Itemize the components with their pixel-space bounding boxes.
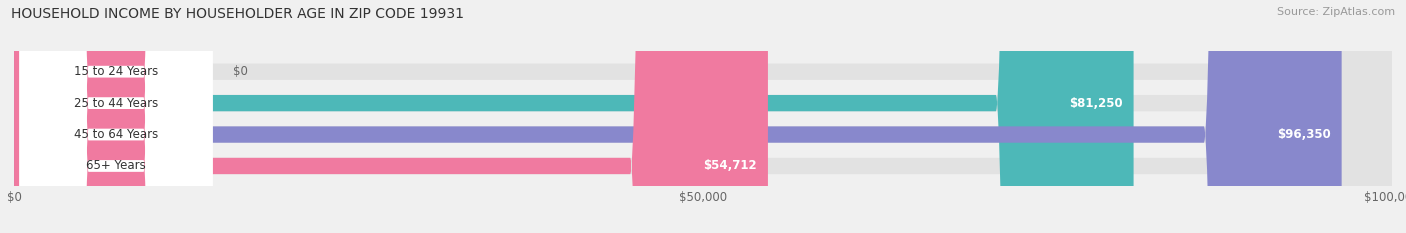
Text: $0: $0 <box>233 65 247 78</box>
Text: $81,250: $81,250 <box>1069 97 1122 110</box>
FancyBboxPatch shape <box>20 0 212 233</box>
FancyBboxPatch shape <box>20 0 212 233</box>
FancyBboxPatch shape <box>20 0 212 233</box>
Text: 15 to 24 Years: 15 to 24 Years <box>75 65 157 78</box>
FancyBboxPatch shape <box>14 0 768 233</box>
Text: Source: ZipAtlas.com: Source: ZipAtlas.com <box>1277 7 1395 17</box>
FancyBboxPatch shape <box>20 0 212 233</box>
FancyBboxPatch shape <box>14 0 1392 233</box>
FancyBboxPatch shape <box>14 0 1392 233</box>
FancyBboxPatch shape <box>14 0 1133 233</box>
FancyBboxPatch shape <box>14 0 1392 233</box>
FancyBboxPatch shape <box>14 0 1341 233</box>
FancyBboxPatch shape <box>14 0 1392 233</box>
Text: $54,712: $54,712 <box>703 159 756 172</box>
Text: HOUSEHOLD INCOME BY HOUSEHOLDER AGE IN ZIP CODE 19931: HOUSEHOLD INCOME BY HOUSEHOLDER AGE IN Z… <box>11 7 464 21</box>
Text: $96,350: $96,350 <box>1277 128 1330 141</box>
Text: 65+ Years: 65+ Years <box>86 159 146 172</box>
Text: 45 to 64 Years: 45 to 64 Years <box>75 128 157 141</box>
Text: 25 to 44 Years: 25 to 44 Years <box>75 97 157 110</box>
